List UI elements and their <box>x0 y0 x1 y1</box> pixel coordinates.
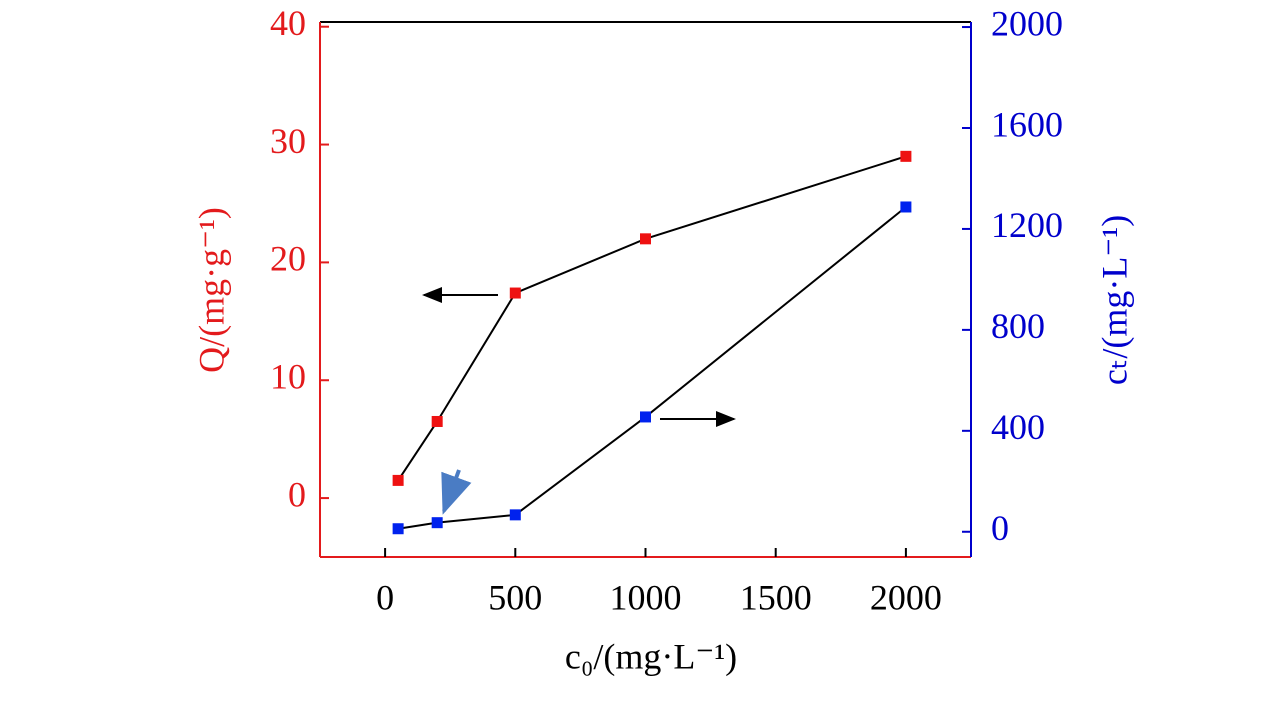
x-tick-label: 0 <box>376 577 394 617</box>
marker <box>431 415 443 427</box>
y-tick-label: 40 <box>270 3 306 43</box>
series-line <box>397 206 907 530</box>
y-tick-label: 0 <box>288 474 306 514</box>
x-tick-label: 1500 <box>740 577 812 617</box>
y2-tick-label: 1200 <box>991 205 1063 245</box>
marker <box>392 523 404 535</box>
marker <box>900 201 912 213</box>
pointer-arrow <box>441 469 472 515</box>
marker <box>640 233 651 245</box>
y2-tick-label: 0 <box>991 508 1009 548</box>
x-tick-label: 1000 <box>610 577 682 617</box>
y2-axis-label: cₜ/(mg·L⁻¹) <box>1094 215 1134 385</box>
y2-tick-label: 400 <box>991 407 1045 447</box>
marker <box>509 509 521 521</box>
y-axis-label: Q/(mg·g⁻¹) <box>191 207 231 373</box>
x-tick-label: 500 <box>488 577 542 617</box>
marker <box>640 411 651 423</box>
y-tick-label: 20 <box>270 239 306 279</box>
y2-tick-label: 1600 <box>991 104 1063 144</box>
y-tick-label: 10 <box>270 357 306 397</box>
x-tick-label: 2000 <box>870 577 942 617</box>
marker <box>900 150 912 162</box>
marker <box>431 517 443 529</box>
series-line <box>397 155 907 481</box>
marker <box>509 287 521 299</box>
x-axis-label: c₀/(mg·L⁻¹) <box>565 636 737 676</box>
marker <box>392 474 404 486</box>
y2-tick-label: 2000 <box>991 3 1063 43</box>
y-tick-label: 30 <box>270 121 306 161</box>
y2-tick-label: 800 <box>991 306 1045 346</box>
